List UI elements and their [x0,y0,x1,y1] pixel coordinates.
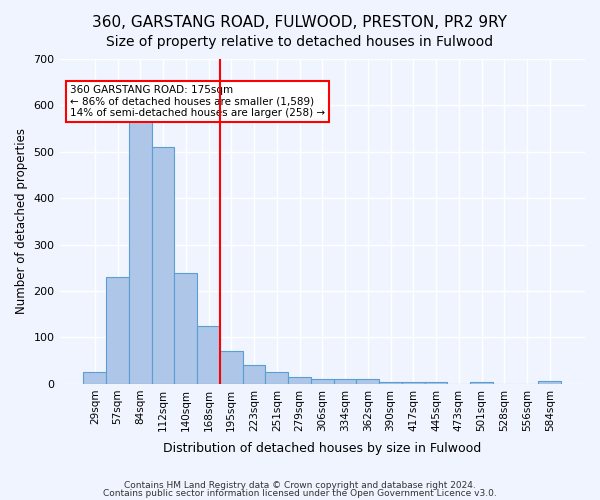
Text: Contains public sector information licensed under the Open Government Licence v3: Contains public sector information licen… [103,488,497,498]
Bar [220,352,242,384]
Bar [242,366,265,384]
Bar [425,382,448,384]
Bar [470,382,493,384]
Bar [356,380,379,384]
Text: Contains HM Land Registry data © Crown copyright and database right 2024.: Contains HM Land Registry data © Crown c… [124,481,476,490]
Bar [106,277,129,384]
Bar [175,272,197,384]
Bar [265,372,288,384]
Bar [288,377,311,384]
Y-axis label: Number of detached properties: Number of detached properties [15,128,28,314]
Bar [538,380,561,384]
Bar [83,372,106,384]
Bar [334,380,356,384]
Text: 360, GARSTANG ROAD, FULWOOD, PRESTON, PR2 9RY: 360, GARSTANG ROAD, FULWOOD, PRESTON, PR… [92,15,508,30]
Bar [129,120,152,384]
Bar [197,326,220,384]
Text: Size of property relative to detached houses in Fulwood: Size of property relative to detached ho… [106,35,494,49]
Bar [152,147,175,384]
Bar [402,382,425,384]
Text: 360 GARSTANG ROAD: 175sqm
← 86% of detached houses are smaller (1,589)
14% of se: 360 GARSTANG ROAD: 175sqm ← 86% of detac… [70,85,325,118]
X-axis label: Distribution of detached houses by size in Fulwood: Distribution of detached houses by size … [163,442,481,455]
Bar [311,380,334,384]
Bar [379,382,402,384]
